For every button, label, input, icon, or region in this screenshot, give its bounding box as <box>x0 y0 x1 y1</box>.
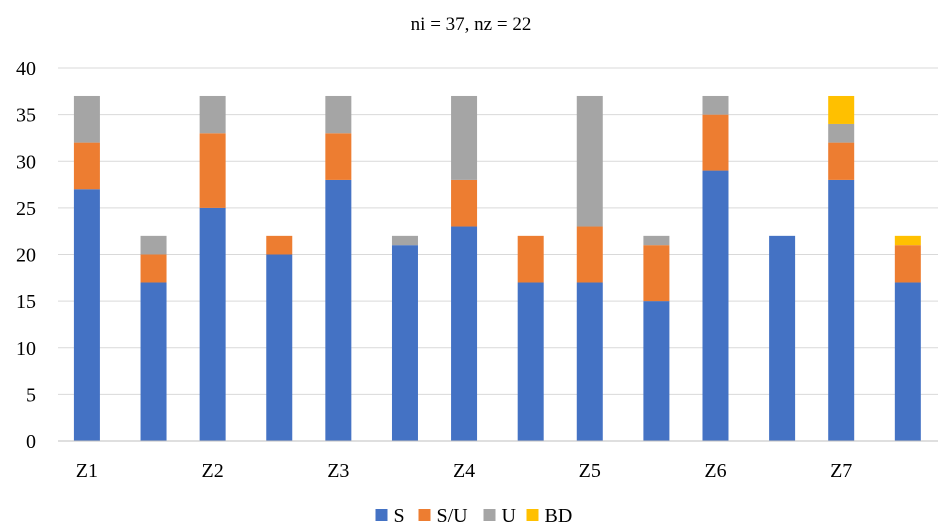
y-tick-label: 30 <box>16 151 36 173</box>
x-tick-label: Z1 <box>76 460 98 482</box>
bar-segment-z5-ni-s-u <box>576 226 603 283</box>
bar-segment-z3-nz-s <box>391 245 418 441</box>
bar-segment-z3-nz-u <box>391 235 418 246</box>
legend-item-u: U <box>483 505 517 527</box>
y-tick-label: 15 <box>16 291 36 313</box>
bar-segment-z3-ni-s <box>325 179 352 441</box>
legend: S S/U U BD <box>375 505 573 527</box>
bar-segment-z2-ni-s <box>199 207 226 442</box>
legend-item-bd: BD <box>526 505 573 527</box>
x-tick-label: Z7 <box>830 460 852 482</box>
bar-segment-z1-nz-u <box>140 235 167 255</box>
bar-segment-z2-ni-s-u <box>199 133 226 208</box>
legend-label: U <box>502 505 517 527</box>
bar-segment-z5-nz-u <box>643 235 670 246</box>
bar-segment-z6-ni-s-u <box>702 114 729 171</box>
axes: 0 5 10 15 20 25 30 35 40 Z1 Z2 Z3 Z4 Z5 Z6 Z7 <box>16 58 938 482</box>
bar-segment-z6-nz-s <box>769 235 796 441</box>
legend-label: S/U <box>437 505 469 527</box>
bar-segment-z1-nz-s <box>140 282 167 441</box>
bar-segment-z4-ni-s-u <box>451 179 478 227</box>
bar-segment-z7-nz-bd <box>894 235 921 246</box>
legend-swatch <box>526 509 539 521</box>
legend-swatch <box>483 509 496 521</box>
bar-segment-z7-ni-s-u <box>828 142 855 180</box>
legend-item-s: S <box>375 505 405 527</box>
bar-segment-z1-ni-s <box>73 189 100 441</box>
x-tick-label: Z5 <box>579 460 601 482</box>
bar-segment-z3-ni-u <box>325 95 352 134</box>
legend-label: BD <box>545 505 573 527</box>
bars <box>73 95 921 442</box>
chart-title: ni = 37, nz = 22 <box>411 14 532 35</box>
bar-segment-z5-nz-s <box>643 301 670 442</box>
y-tick-label: 0 <box>26 431 36 453</box>
bar-segment-z2-nz-s-u <box>266 235 293 255</box>
bar-segment-z1-ni-s-u <box>73 142 100 190</box>
bar-segment-z4-ni-s <box>451 226 478 441</box>
bar-segment-z1-nz-s-u <box>140 254 167 283</box>
bar-segment-z7-ni-s <box>828 179 855 441</box>
x-tick-label: Z4 <box>453 460 475 482</box>
bar-segment-z1-ni-u <box>73 95 100 143</box>
bar-segment-z5-ni-s <box>576 282 603 441</box>
y-tick-label: 40 <box>16 58 36 80</box>
bar-segment-z3-ni-s-u <box>325 133 352 180</box>
bar-segment-z7-ni-bd <box>828 95 855 124</box>
bar-segment-z6-ni-s <box>702 170 729 441</box>
bar-segment-z4-ni-u <box>451 95 478 180</box>
legend-swatch <box>418 509 431 521</box>
y-tick-label: 35 <box>16 105 36 127</box>
y-tick-label: 5 <box>26 384 36 406</box>
bar-segment-z5-nz-s-u <box>643 245 670 302</box>
x-tick-label: Z6 <box>704 460 726 482</box>
x-tick-label: Z3 <box>327 460 349 482</box>
bar-segment-z6-ni-u <box>702 95 729 115</box>
bar-segment-z2-nz-s <box>266 254 293 441</box>
bar-segment-z7-nz-s-u <box>894 245 921 283</box>
bar-segment-z2-ni-u <box>199 95 226 134</box>
bar-segment-z5-ni-u <box>576 95 603 227</box>
x-tick-label: Z2 <box>202 460 224 482</box>
y-tick-label: 20 <box>16 245 36 267</box>
y-tick-label: 25 <box>16 198 36 220</box>
gridlines <box>58 67 938 395</box>
legend-swatch <box>375 509 388 521</box>
legend-label: S <box>394 505 405 527</box>
bar-segment-z7-ni-u <box>828 123 855 143</box>
legend-item-s-u: S/U <box>418 505 469 527</box>
bar-segment-z7-nz-s <box>894 282 921 441</box>
bar-segment-z4-nz-s <box>517 282 544 441</box>
bar-segment-z4-nz-s-u <box>517 235 544 283</box>
y-tick-label: 10 <box>16 338 36 360</box>
